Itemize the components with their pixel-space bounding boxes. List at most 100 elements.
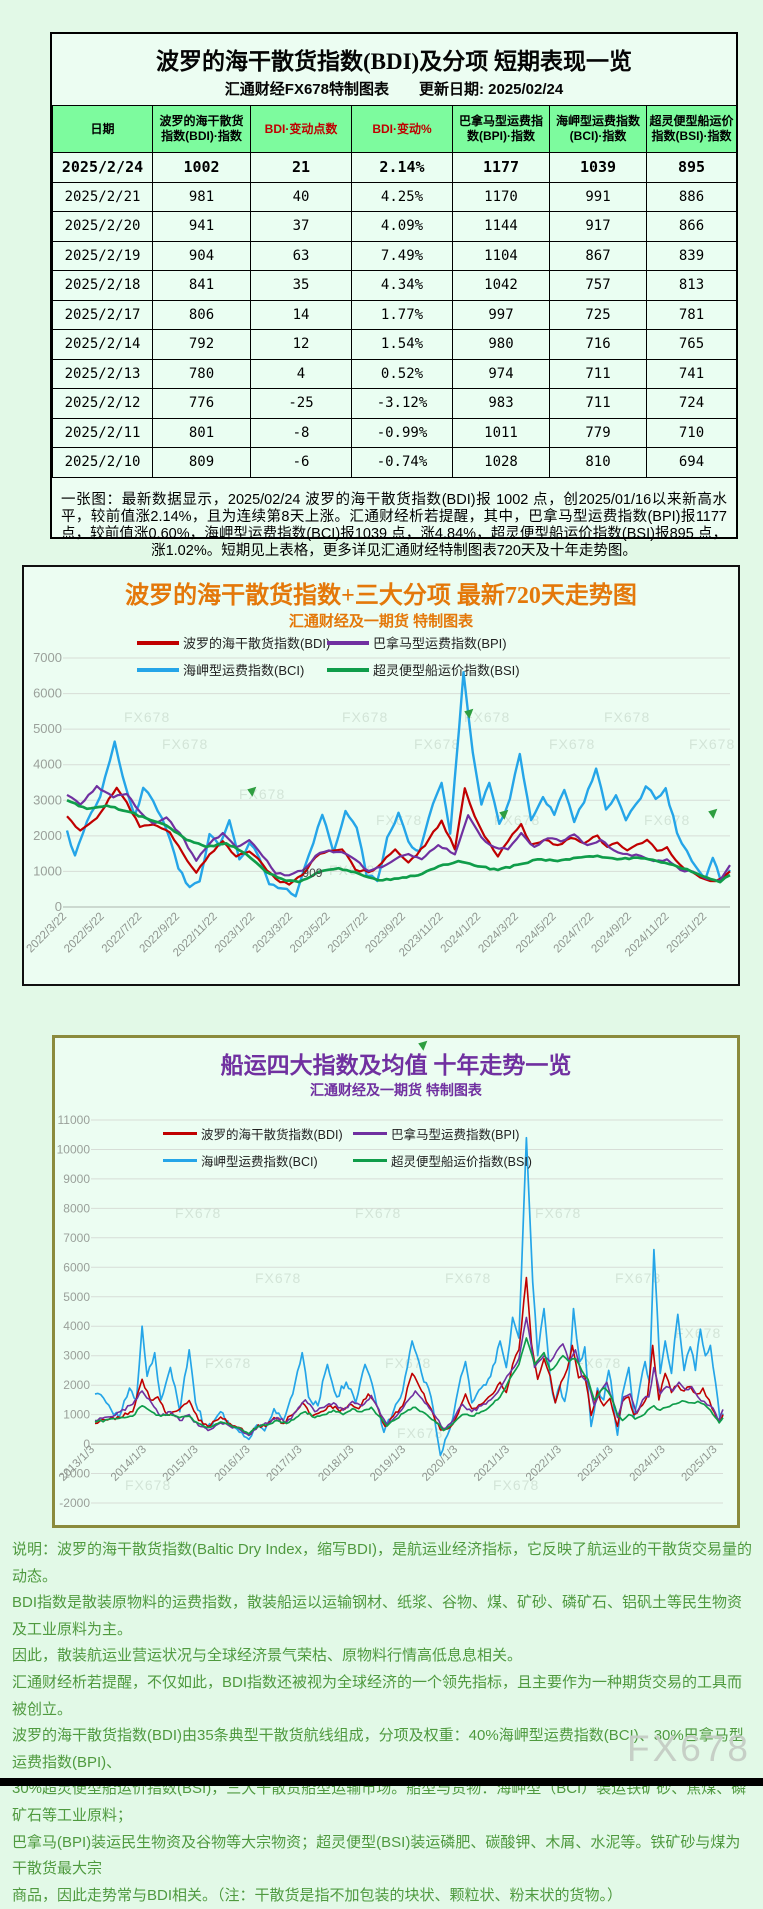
legend-label: 巴拿马型运费指数(BPI) (391, 1128, 520, 1142)
footnote-line: 汇通财经析若提醒，不仅如此，BDI指数还被视为全球经济的一个领先指标，且主要作为… (12, 1673, 743, 1718)
value-cell: 4.25% (351, 181, 453, 212)
chart-720d-legend: 波罗的海干散货指数(BDI) 巴拿马型运费指数(BPI) 海岬型运费指数(BCI) 超… (137, 633, 557, 679)
value-cell: 904 (152, 240, 251, 271)
y-axis-label: 3000 (33, 792, 62, 807)
x-axis-label: 2023/1/3 (576, 1444, 616, 1484)
legend-item-bci: 海岬型运费指数(BCI) (137, 660, 327, 679)
series-line-bpi (94, 1316, 724, 1437)
chart-watermark: FX678 (205, 1355, 251, 1371)
date-cell: 2025/2/21 (52, 181, 153, 212)
value-cell: 37 (250, 211, 352, 242)
date-cell: 2025/2/13 (52, 358, 153, 389)
value-cell: 1028 (452, 447, 550, 478)
value-cell: 810 (549, 447, 647, 478)
column-header: 海岬型运费指数(BCI)·指数 (549, 105, 647, 153)
data-label: 909 (302, 866, 322, 880)
value-cell: 1002 (152, 152, 251, 183)
value-cell: 14 (250, 299, 352, 330)
x-axis-label: 2025/1/3 (679, 1444, 719, 1484)
legend-label: 波罗的海干散货指数(BDI) (183, 636, 331, 651)
summary-note: 一张图：最新数据显示，2025/02/24 波罗的海干散货指数(BDI)报 10… (61, 491, 727, 559)
value-cell: 2.14% (351, 152, 453, 183)
legend-label: 巴拿马型运费指数(BPI) (373, 636, 507, 651)
series-line-bsi (94, 1337, 724, 1435)
y-axis-label: 10000 (57, 1143, 91, 1157)
value-cell: 1170 (452, 181, 550, 212)
y-axis-label: -1000 (59, 1467, 90, 1481)
x-axis-label: 2022/5/22 (62, 911, 107, 956)
value-cell: 801 (152, 417, 251, 448)
value-cell: 895 (646, 152, 737, 183)
chart-watermark: FX678 (124, 709, 170, 725)
chart-watermark: FX678 (397, 1425, 443, 1441)
y-axis-label: 6000 (33, 686, 62, 701)
value-cell: 941 (152, 211, 251, 242)
legend-label: 海岬型运费指数(BCI) (183, 663, 305, 678)
legend-item-bci: 海岬型运费指数(BCI) (163, 1151, 353, 1170)
table-row: 2025/2/14 792 12 1.54% 980 716 765 (52, 329, 737, 360)
value-cell: 4.34% (351, 270, 453, 301)
value-cell: 792 (152, 329, 251, 360)
table-row: 2025/2/12 776 -25 -3.12% 983 711 724 (52, 388, 737, 419)
value-cell: 983 (452, 388, 550, 419)
footnote-line: 巴拿马(BPI)装运民生物资及谷物等大宗物资；超灵便型(BSI)装运磷肥、碳酸钾… (12, 1833, 741, 1878)
table-row: 2025/2/17 806 14 1.77% 997 725 781 (52, 299, 737, 330)
date-cell: 2025/2/10 (52, 447, 153, 478)
value-cell: 4 (250, 358, 352, 389)
chart-watermark: FX678 (675, 1325, 721, 1341)
chart-10y-section: 船运四大指数及均值 十年走势一览 汇通财经及一期货 特制图表 波罗的海干散货指数… (52, 1035, 740, 1528)
value-cell: 716 (549, 329, 647, 360)
x-axis-label: 2025/1/22 (665, 911, 710, 956)
date-cell: 2025/2/12 (52, 388, 153, 419)
chart-watermark: FX678 (239, 786, 285, 802)
footnote-line: 因此，散装航运业营运状况与全球经济景气荣枯、原物料行情高低息息相关。 (12, 1647, 523, 1665)
bdi-table: 日期 波罗的海干散货指数(BDI)·指数 BDI·变动点数 BDI·变动% 巴拿马型运费… (52, 105, 737, 478)
x-axis-label: 2023/3/22 (250, 911, 295, 956)
legend-swatch-bci (163, 1159, 197, 1162)
chart-watermark: FX678 (414, 736, 460, 752)
value-cell: 1177 (452, 152, 550, 183)
y-axis-label: 0 (83, 1437, 90, 1451)
value-cell: 841 (152, 270, 251, 301)
value-cell: 866 (646, 211, 737, 242)
value-cell: 981 (152, 181, 251, 212)
value-cell: 780 (152, 358, 251, 389)
legend-item-bpi: 巴拿马型运费指数(BPI) (327, 633, 557, 652)
column-header: 日期 (52, 105, 153, 153)
chart-watermark: FX678 (493, 1477, 539, 1493)
footnotes: 说明：波罗的海干散货指数(Baltic Dry Index，缩写BDI)，是航运… (12, 1537, 754, 1909)
chart-720d-section: 波罗的海干散货指数+三大分项 最新720天走势图 汇通财经及一期货 特制图表 波… (22, 565, 740, 986)
table-row: 2025/2/19 904 63 7.49% 1104 867 839 (52, 240, 737, 271)
value-cell: 1011 (452, 417, 550, 448)
chart-watermark: FX678 (689, 736, 735, 752)
value-cell: 0.52% (351, 358, 453, 389)
value-cell: 974 (452, 358, 550, 389)
value-cell: -25 (250, 388, 352, 419)
series-line-bdi (66, 786, 731, 886)
value-cell: 7.49% (351, 240, 453, 271)
legend-label: 海岬型运费指数(BCI) (201, 1155, 318, 1169)
column-header: BDI·变动点数 (250, 105, 352, 153)
column-header: 超灵便型船运价指数(BSI)·指数 (646, 105, 737, 153)
value-cell: 725 (549, 299, 647, 330)
value-cell: 711 (549, 388, 647, 419)
chart-720d-subtitle: 汇通财经及一期货 特制图表 (288, 613, 474, 630)
x-axis-label: 2016/1/3 (213, 1444, 253, 1484)
value-cell: -3.12% (351, 388, 453, 419)
legend-item-bsi: 超灵便型船运价指数(BSI) (353, 1151, 583, 1170)
legend-item-bsi: 超灵便型船运价指数(BSI) (327, 660, 557, 679)
date-cell: 2025/2/11 (52, 417, 153, 448)
legend-swatch-bpi (353, 1132, 387, 1135)
value-cell: 710 (646, 417, 737, 448)
table-row: 2025/2/10 809 -6 -0.74% 1028 810 694 (52, 447, 737, 478)
series-line-bci (65, 671, 732, 898)
chart-watermark: FX678 (604, 709, 650, 725)
value-cell: 806 (152, 299, 251, 330)
footnote-line: 波罗的海干散货指数(BDI)由35条典型干散货航线组成，分项及权重：40%海岬型… (12, 1727, 744, 1771)
value-cell: 1042 (452, 270, 550, 301)
legend-swatch-bdi (137, 640, 179, 645)
y-axis-label: 2000 (63, 1378, 90, 1392)
x-axis-label: 2024/1/3 (628, 1444, 668, 1484)
chart-10y-legend: 波罗的海干散货指数(BDI) 巴拿马型运费指数(BPI) 海岬型运费指数(BCI) 超… (163, 1124, 583, 1170)
x-axis-label: 2024/3/22 (476, 911, 521, 956)
